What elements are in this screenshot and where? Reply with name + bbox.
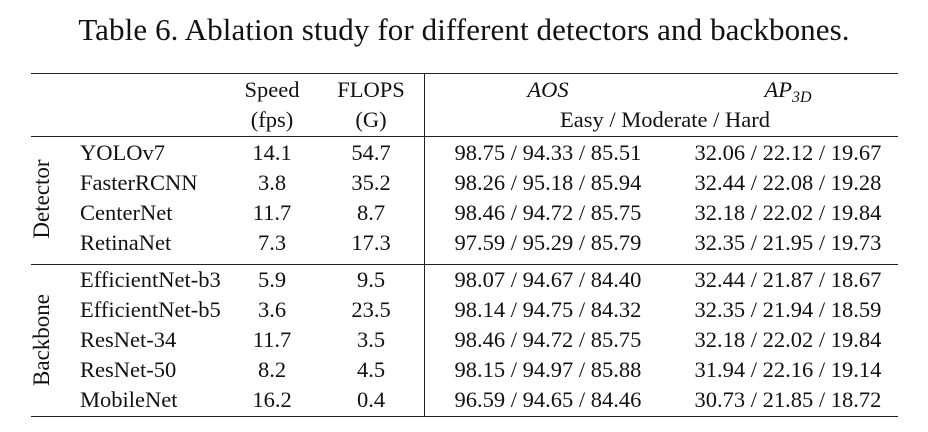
cell-ap3d: 32.44 / 22.08 / 19.28: [694, 170, 882, 195]
cell-aos: 98.15 / 94.97 / 85.88: [454, 357, 642, 382]
cell-aos: 98.75 / 94.33 / 85.51: [454, 140, 642, 165]
group-label-detector: Detector: [29, 159, 54, 239]
cell-speed: 7.3: [257, 230, 287, 255]
cell-flops: 3.5: [356, 327, 386, 352]
cell-name: ResNet-50: [80, 357, 177, 382]
vertical-rule: [424, 74, 425, 416]
cell-name: ResNet-34: [80, 327, 177, 352]
cell-flops: 8.7: [356, 200, 386, 225]
cell-speed: 14.1: [252, 140, 292, 165]
cell-ap3d: 32.06 / 22.12 / 19.67: [694, 140, 882, 165]
cell-flops: 54.7: [351, 140, 391, 165]
cell-name: EfficientNet-b3: [80, 267, 221, 292]
group-label-backbone: Backbone: [29, 294, 54, 386]
cell-aos: 98.46 / 94.72 / 85.75: [454, 327, 642, 352]
cell-name: EfficientNet-b5: [80, 297, 221, 322]
cell-speed: 16.2: [252, 387, 292, 412]
cell-flops: 9.5: [356, 267, 386, 292]
cell-name: RetinaNet: [80, 230, 172, 255]
header-ap3d: AP3D: [678, 75, 898, 106]
cell-aos: 98.07 / 94.67 / 84.40: [454, 267, 642, 292]
top-rule: [31, 73, 898, 74]
cell-name: MobileNet: [80, 387, 178, 412]
cell-ap3d: 32.35 / 21.94 / 18.59: [694, 297, 882, 322]
cell-ap3d: 32.35 / 21.95 / 19.73: [694, 230, 882, 255]
header-speed: Speed: [244, 77, 300, 102]
cell-ap3d: 32.18 / 22.02 / 19.84: [694, 327, 882, 352]
cell-speed: 5.9: [257, 267, 287, 292]
cell-aos: 97.59 / 95.29 / 85.79: [454, 230, 642, 255]
cell-name: FasterRCNN: [80, 170, 198, 195]
cell-speed: 3.6: [257, 297, 287, 322]
cell-flops: 23.5: [351, 297, 391, 322]
cell-speed: 11.7: [252, 327, 292, 352]
cell-aos: 98.46 / 94.72 / 85.75: [454, 200, 642, 225]
header-difficulty: Easy / Moderate / Hard: [560, 107, 770, 132]
header-flops-unit: (G): [355, 107, 387, 132]
cell-aos: 98.26 / 95.18 / 85.94: [454, 170, 642, 195]
cell-ap3d: 32.18 / 22.02 / 19.84: [694, 200, 882, 225]
cell-name: YOLOv7: [80, 140, 165, 165]
cell-aos: 98.14 / 94.75 / 84.32: [454, 297, 642, 322]
cell-ap3d: 32.44 / 21.87 / 18.67: [694, 267, 882, 292]
table-caption: Table 6. Ablation study for different de…: [78, 12, 850, 47]
cell-flops: 35.2: [351, 170, 391, 195]
cell-speed: 11.7: [252, 200, 292, 225]
cell-name: CenterNet: [80, 200, 173, 225]
header-aos: AOS: [527, 77, 569, 102]
cell-aos: 96.59 / 94.65 / 84.46: [454, 387, 642, 412]
header-ap3d-main: AP: [764, 77, 792, 102]
header-rule: [31, 136, 898, 137]
header-speed-unit: (fps): [250, 107, 294, 132]
bottom-rule: [31, 416, 898, 417]
cell-speed: 8.2: [257, 357, 287, 382]
cell-flops: 4.5: [356, 357, 386, 382]
cell-ap3d: 31.94 / 22.16 / 19.14: [694, 357, 882, 382]
cell-ap3d: 30.73 / 21.85 / 18.72: [694, 387, 882, 412]
header-flops: FLOPS: [337, 77, 405, 102]
cell-flops: 0.4: [356, 387, 386, 412]
group-rule: [31, 264, 898, 265]
cell-flops: 17.3: [351, 230, 391, 255]
cell-speed: 3.8: [257, 170, 287, 195]
header-ap3d-sub: 3D: [791, 89, 812, 106]
